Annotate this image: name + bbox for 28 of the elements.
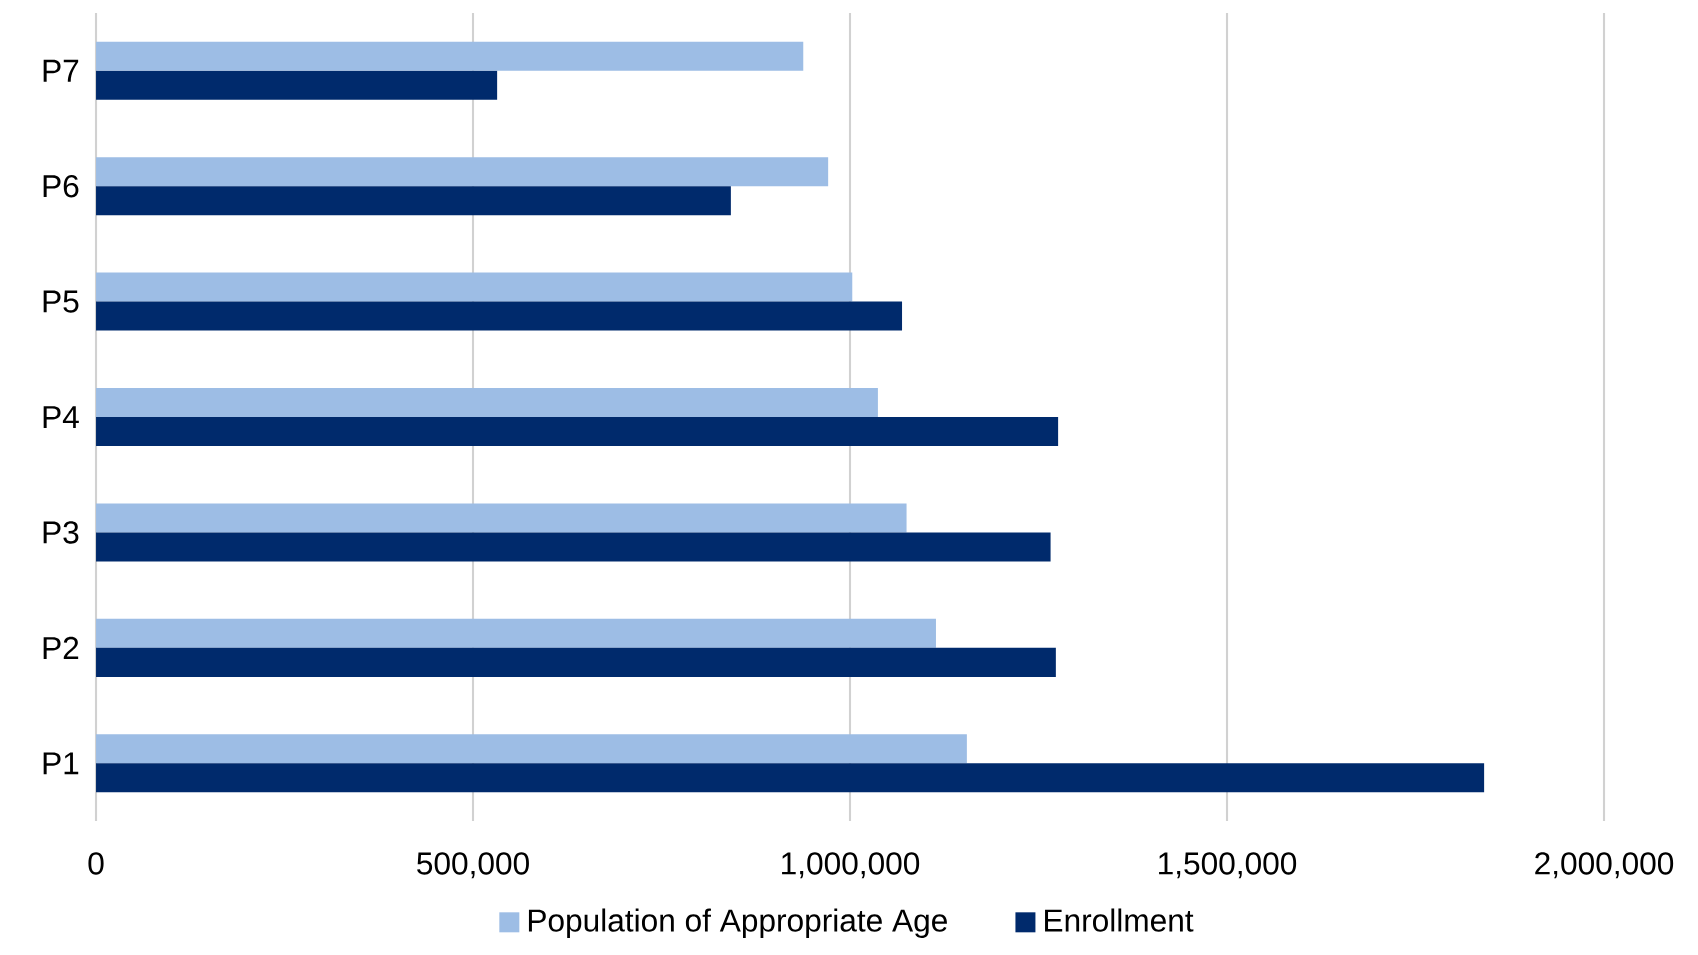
x-tick-label: 500,000 — [417, 852, 529, 879]
legend-label: Enrollment — [1045, 908, 1194, 932]
bar — [96, 503, 907, 533]
bar — [96, 301, 903, 331]
x-tick-label: 1,500,000 — [1159, 852, 1297, 879]
bar — [96, 388, 878, 418]
y-tick-label: P1 — [43, 752, 79, 775]
y-tick-label: P6 — [43, 174, 79, 198]
bar — [96, 618, 936, 648]
bar — [96, 417, 1059, 447]
x-tick-label: 2,000,000 — [1535, 852, 1674, 879]
y-tick-label: P7 — [43, 59, 79, 82]
bar — [96, 734, 967, 764]
x-tick-label: 0 — [88, 852, 104, 875]
bar — [96, 157, 829, 187]
bar — [96, 186, 731, 216]
y-tick-label: P4 — [43, 406, 79, 428]
y-tick-label: P3 — [43, 521, 79, 544]
y-tick-label: P2 — [43, 636, 79, 659]
bar — [96, 763, 1485, 793]
legend-label: Population of Appropriate Age — [528, 908, 947, 938]
bar — [96, 647, 1056, 677]
bar — [96, 41, 804, 71]
y-tick-label: P5 — [43, 290, 79, 313]
bar — [96, 532, 1051, 562]
bar — [96, 272, 853, 302]
x-tick-label: 1,000,000 — [782, 852, 920, 879]
bar — [96, 70, 498, 100]
